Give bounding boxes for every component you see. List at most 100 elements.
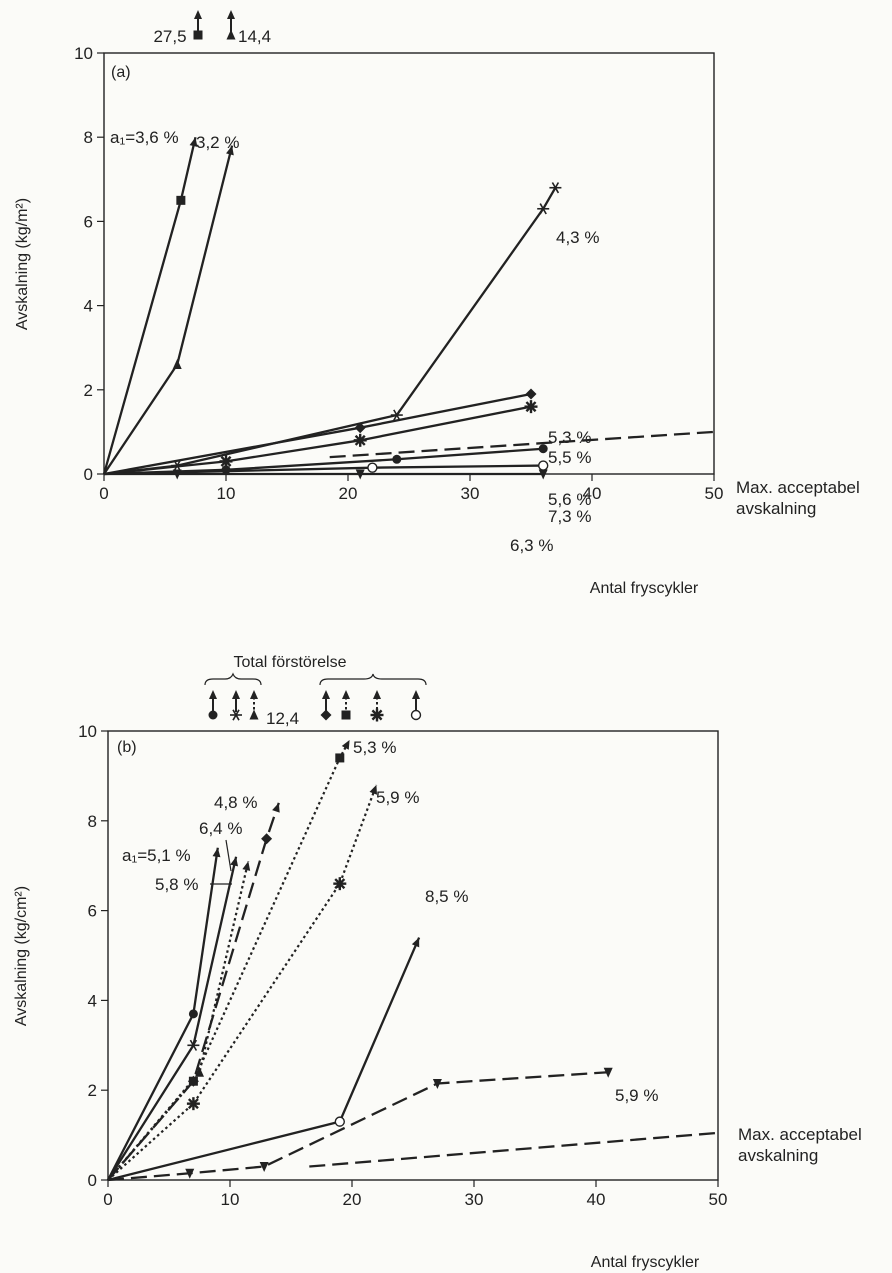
x-axis-label: Antal fryscykler (591, 1254, 700, 1271)
series-line (102, 136, 197, 475)
series-label: 4,3 % (556, 228, 599, 247)
offscale-arrow-head (412, 690, 420, 699)
series-8: 6,3 % (104, 469, 553, 555)
data-point (390, 409, 403, 421)
series-end-arrow (242, 861, 251, 871)
label-pointer (225, 839, 232, 872)
series-label: a₁=3,6 % (110, 128, 179, 147)
y-tick-label: 8 (88, 812, 97, 831)
data-point (354, 422, 366, 434)
y-tick-label: 8 (84, 128, 93, 147)
data-point (538, 444, 548, 454)
series-9 (329, 430, 715, 459)
offscale-arrow-head (209, 690, 217, 699)
offscale-arrow-head (250, 690, 258, 699)
data-point (538, 460, 549, 471)
offscale-value: 14,4 (238, 27, 271, 46)
series-label: 6,4 % (199, 819, 242, 838)
series-label: 3,2 % (196, 133, 239, 152)
series-2: 3,2 % (103, 133, 239, 475)
data-point (603, 1067, 613, 1078)
series-9 (309, 1131, 719, 1168)
series-4: 5,3 % (103, 388, 591, 476)
offscale-arrow-head (342, 690, 350, 699)
data-point (172, 469, 182, 480)
series-line (103, 145, 234, 475)
offscale-value: 27,5 (153, 27, 186, 46)
data-point (188, 1009, 198, 1019)
data-point (549, 182, 562, 194)
series-7: 8,5 % (107, 887, 468, 1182)
x-tick-label: 40 (587, 1190, 606, 1209)
data-point (176, 195, 186, 205)
data-point (335, 753, 345, 763)
offscale-markers: 27,5 14,4 (153, 10, 271, 46)
series-line (103, 405, 532, 476)
series-label: 5,8 % (155, 875, 198, 894)
series-end-arrow (212, 847, 221, 858)
y-tick-label: 2 (84, 381, 93, 400)
x-tick-label: 30 (465, 1190, 484, 1209)
x-tick-label: 50 (709, 1190, 728, 1209)
x-tick-label: 40 (583, 484, 602, 503)
y-tick-label: 6 (84, 212, 93, 231)
chart-panel-a: 0 10 20 30 40 50 0 2 4 6 8 10 Antal fryscykler Avskal… (14, 10, 860, 597)
offscale-markers: Total förstörelse 12,4 (204, 654, 427, 728)
series-end-arrow (411, 937, 420, 948)
series-line (329, 430, 715, 459)
marker-stroke (232, 709, 240, 721)
offscale-arrow-head (322, 690, 330, 699)
offscale-arrow-head (194, 10, 202, 19)
series-line (107, 784, 378, 1181)
y-tick-label: 6 (88, 902, 97, 921)
offscale-marker (230, 709, 242, 721)
panel-label: (a) (111, 64, 131, 81)
series-line (107, 739, 351, 1181)
x-tick-label: 20 (339, 484, 358, 503)
data-point (187, 1039, 200, 1051)
series-line (107, 860, 250, 1181)
offscale-arrow-head (232, 690, 240, 699)
offscale-marker (208, 710, 218, 720)
series-label: 5,9 % (615, 1086, 658, 1105)
data-point (367, 462, 378, 473)
y-tick-label: 4 (84, 297, 93, 316)
y-tick-label: 2 (88, 1081, 97, 1100)
threshold-annotation: Max. acceptabel (738, 1125, 862, 1144)
data-point (185, 1168, 195, 1179)
plot-frame (103, 52, 715, 475)
offscale-marker (341, 710, 351, 720)
series-end-arrow (272, 802, 280, 813)
offscale-marker (410, 709, 422, 721)
series-label: 5,3 % (548, 428, 591, 447)
series-label: 5,6 % (548, 490, 591, 509)
offscale-marker (320, 709, 332, 721)
offscale-marker (249, 709, 259, 720)
x-tick-label: 10 (217, 484, 236, 503)
data-point (524, 400, 538, 414)
series-2: 5,8 % (107, 856, 239, 1181)
x-tick-label: 10 (221, 1190, 240, 1209)
chart-panel-b: 0 10 20 30 40 50 0 2 4 6 8 10 Antal fryscykler Avskal… (13, 654, 862, 1271)
data-point (333, 877, 347, 891)
offscale-arrow-head (227, 10, 235, 19)
marker-stroke (371, 709, 383, 721)
panel-label: (b) (117, 739, 137, 756)
x-tick-label: 30 (461, 484, 480, 503)
data-point (525, 388, 537, 400)
series-7: 7,3 % (103, 460, 591, 526)
data-point (353, 433, 367, 447)
x-tick-label: 20 (343, 1190, 362, 1209)
y-tick-label: 10 (74, 44, 93, 63)
marker-stroke (220, 455, 232, 467)
marker-stroke (334, 878, 346, 890)
offscale-value: 12,4 (266, 709, 299, 728)
threshold-annotation: Max. acceptabel (736, 478, 860, 497)
series-line (309, 1131, 719, 1168)
data-point (261, 833, 273, 845)
data-point (186, 1097, 200, 1111)
total-destruction-header: Total förstörelse (234, 654, 347, 671)
series-label: 8,5 % (425, 887, 468, 906)
marker-stroke (189, 1039, 198, 1051)
